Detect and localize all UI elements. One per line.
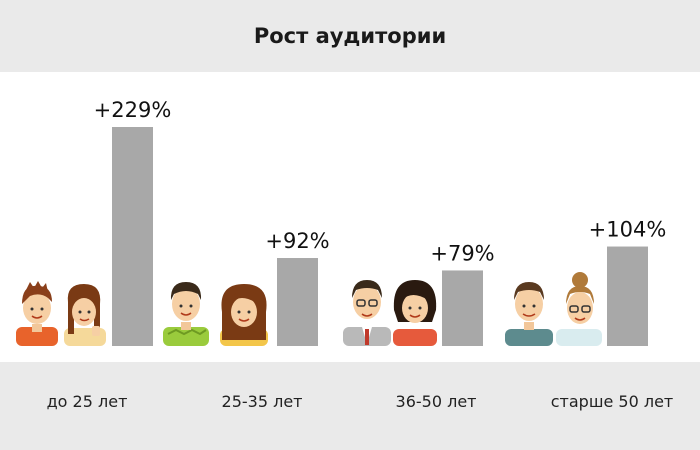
adults-25-35-icon bbox=[163, 282, 268, 346]
young-people-icon bbox=[16, 281, 106, 346]
chart-title: Рост аудитории bbox=[253, 24, 447, 48]
chart-header: Рост аудитории bbox=[0, 0, 700, 72]
category-label-4: старше 50 лет bbox=[550, 392, 674, 411]
chart-footer bbox=[0, 362, 700, 450]
adults-36-50-icon bbox=[343, 280, 437, 346]
category-label-3: 36-50 лет bbox=[395, 392, 477, 411]
bars: +229% +92% +79% +104% bbox=[94, 98, 667, 346]
value-label-4: +104% bbox=[589, 218, 667, 242]
bar-3 bbox=[442, 270, 483, 346]
value-label-2: +92% bbox=[265, 229, 329, 253]
seniors-icon bbox=[505, 272, 602, 346]
bar-4 bbox=[607, 246, 648, 346]
bar-2 bbox=[277, 258, 318, 346]
category-label-1: до 25 лет bbox=[46, 392, 128, 411]
bar-1 bbox=[112, 127, 153, 346]
bar-chart: +229% +92% +79% +104% bbox=[16, 98, 667, 346]
category-label-2: 25-35 лет bbox=[221, 392, 303, 411]
value-label-1: +229% bbox=[94, 98, 172, 122]
value-label-3: +79% bbox=[430, 241, 494, 265]
